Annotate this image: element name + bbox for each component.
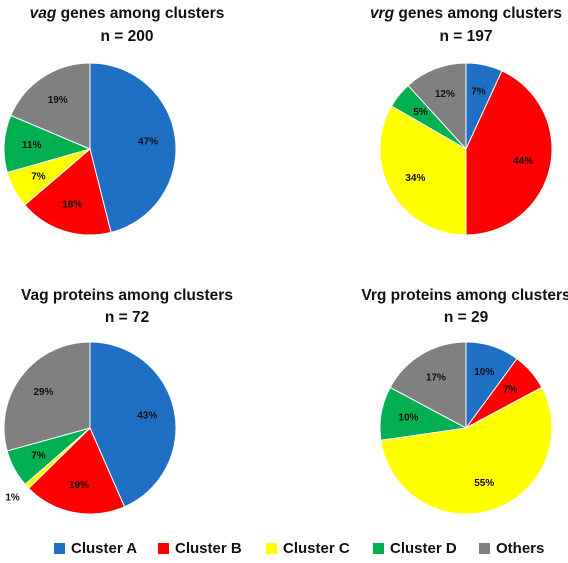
slice-label-cluster-d: 11% xyxy=(22,140,42,151)
pie-panel-1: vag genes among clusters n = 200 47% 18% 7% 1… xyxy=(3,5,225,236)
slice-label-cluster-b: 44% xyxy=(513,156,533,167)
slice-label-cluster-b: 7% xyxy=(503,384,518,395)
legend: Cluster A Cluster B Cluster C Cluster D Othe… xyxy=(54,540,544,557)
chart-subtitle: n = 72 xyxy=(105,309,149,326)
pie-slice-cluster-c xyxy=(380,386,553,515)
pie-slice-cluster-b xyxy=(465,70,553,236)
chart-title: Vrg proteins among clusters xyxy=(361,287,568,304)
legend-swatch-cluster-a xyxy=(54,543,65,554)
slice-label-cluster-a: 47% xyxy=(138,136,158,147)
slice-label-cluster-a: 7% xyxy=(471,87,486,98)
chart-subtitle: n = 200 xyxy=(101,28,154,45)
slice-label-cluster-c: 55% xyxy=(474,478,494,489)
legend-label-cluster-a: Cluster A xyxy=(71,540,137,557)
slice-label-cluster-d: 5% xyxy=(413,107,428,118)
pie-panel-3: Vag proteins among clusters n = 72 43% 19% 1… xyxy=(3,287,233,515)
chart-title-text: Vrg proteins among clusters xyxy=(361,287,568,304)
slice-label-others: 12% xyxy=(435,89,455,100)
chart-title: vrg genes among clusters xyxy=(370,5,562,22)
slice-label-cluster-b: 18% xyxy=(62,199,82,210)
slice-label-cluster-b: 19% xyxy=(69,480,89,491)
chart-title: vag genes among clusters xyxy=(30,5,225,22)
chart-title-text: genes among clusters xyxy=(56,5,224,22)
slice-label-cluster-a: 43% xyxy=(137,411,157,422)
legend-swatch-others xyxy=(479,543,490,554)
pie-slice-cluster-a xyxy=(89,341,177,508)
legend-swatch-cluster-c xyxy=(266,543,277,554)
slice-label-cluster-c: 1% xyxy=(5,493,20,504)
legend-swatch-cluster-b xyxy=(158,543,169,554)
pie-slice-cluster-b xyxy=(23,148,112,236)
slice-label-cluster-d: 10% xyxy=(398,412,418,423)
chart-title-italic: vag xyxy=(30,5,57,22)
pie-slice-others xyxy=(407,62,467,151)
slice-label-others: 19% xyxy=(48,95,68,106)
legend-label-cluster-c: Cluster C xyxy=(283,540,350,557)
pie-panel-2: vrg genes among clusters n = 197 7% 44% 34% 5… xyxy=(370,5,562,236)
slice-label-cluster-c: 34% xyxy=(405,173,425,184)
legend-swatch-cluster-d xyxy=(373,543,384,554)
slice-label-others: 29% xyxy=(33,387,53,398)
chart-subtitle: n = 197 xyxy=(440,28,493,45)
slice-label-others: 17% xyxy=(426,372,446,383)
pie-slice-cluster-c xyxy=(379,105,467,236)
chart-title-italic: vrg xyxy=(370,5,395,22)
pie-slice-cluster-a xyxy=(89,62,177,234)
chart-subtitle: n = 29 xyxy=(444,309,489,326)
chart-title-text: Vag proteins among clusters xyxy=(21,287,233,304)
legend-label-cluster-b: Cluster B xyxy=(175,540,242,557)
pie-slice-cluster-b xyxy=(28,427,126,515)
pie-panel-4: Vrg proteins among clusters n = 29 10% 7% 55… xyxy=(361,287,568,515)
pie-slice-others xyxy=(10,62,91,150)
slice-label-cluster-c: 7% xyxy=(31,171,46,182)
legend-label-others: Others xyxy=(496,540,544,557)
chart-title: Vag proteins among clusters xyxy=(21,287,233,304)
pie-slice-others xyxy=(3,341,91,452)
chart-title-text: genes among clusters xyxy=(394,5,562,22)
slice-label-cluster-a: 10% xyxy=(474,367,494,378)
slice-label-cluster-d: 7% xyxy=(31,450,46,461)
legend-label-cluster-d: Cluster D xyxy=(390,540,457,557)
pie-slice-others xyxy=(389,341,467,429)
